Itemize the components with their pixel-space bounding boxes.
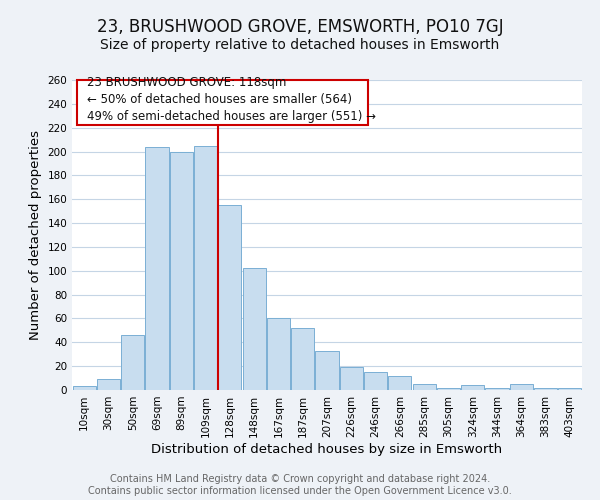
Bar [559, 388, 581, 390]
Bar [218, 205, 241, 390]
Bar [316, 350, 338, 390]
Bar [510, 384, 533, 390]
Bar [437, 388, 460, 390]
Bar [534, 388, 557, 390]
Bar [73, 386, 95, 390]
Bar [194, 146, 217, 390]
FancyBboxPatch shape [77, 80, 368, 126]
Bar [461, 385, 484, 390]
Bar [364, 372, 387, 390]
Text: Contains public sector information licensed under the Open Government Licence v3: Contains public sector information licen… [88, 486, 512, 496]
Bar [413, 384, 436, 390]
Bar [291, 328, 314, 390]
Y-axis label: Number of detached properties: Number of detached properties [29, 130, 42, 340]
Bar [340, 368, 363, 390]
Bar [170, 152, 193, 390]
Bar [267, 318, 290, 390]
Bar [97, 380, 120, 390]
Bar [145, 147, 169, 390]
Text: Size of property relative to detached houses in Emsworth: Size of property relative to detached ho… [100, 38, 500, 52]
X-axis label: Distribution of detached houses by size in Emsworth: Distribution of detached houses by size … [151, 442, 503, 456]
Text: 23, BRUSHWOOD GROVE, EMSWORTH, PO10 7GJ: 23, BRUSHWOOD GROVE, EMSWORTH, PO10 7GJ [97, 18, 503, 36]
Bar [121, 335, 144, 390]
Text: Contains HM Land Registry data © Crown copyright and database right 2024.: Contains HM Land Registry data © Crown c… [110, 474, 490, 484]
Bar [388, 376, 412, 390]
Bar [485, 388, 509, 390]
Bar [242, 268, 266, 390]
Text: 23 BRUSHWOOD GROVE: 118sqm
← 50% of detached houses are smaller (564)
49% of sem: 23 BRUSHWOOD GROVE: 118sqm ← 50% of deta… [88, 76, 376, 123]
